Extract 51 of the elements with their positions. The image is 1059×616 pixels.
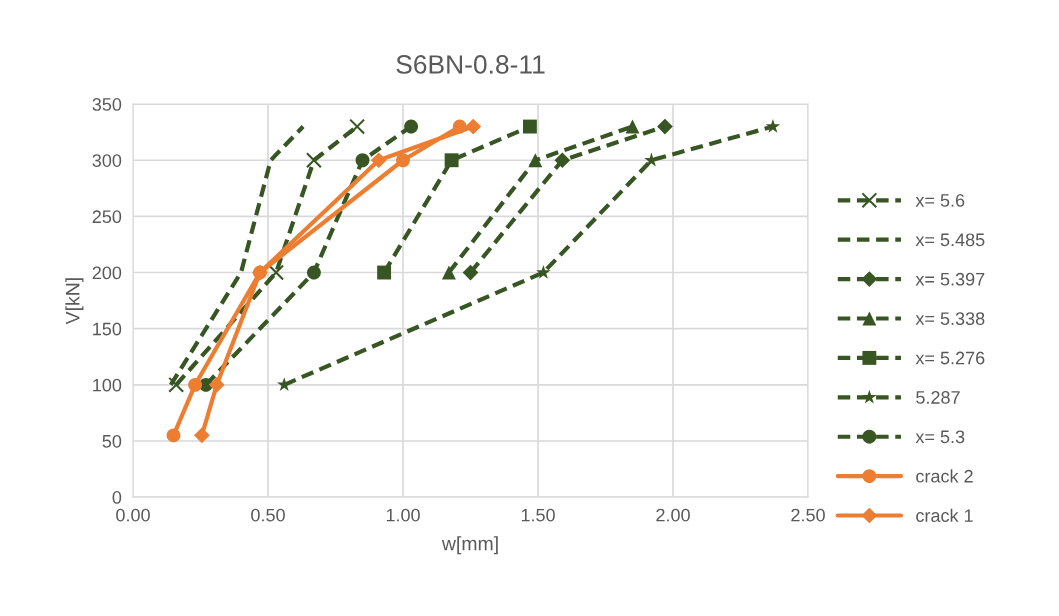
x-tick-label: 0.00 bbox=[116, 508, 150, 522]
point bbox=[444, 153, 459, 168]
chart-title: S6BN-0.8-11 bbox=[396, 55, 545, 74]
point bbox=[528, 153, 543, 168]
point bbox=[536, 264, 551, 279]
point bbox=[166, 428, 181, 443]
x-tick-label: 1.00 bbox=[386, 508, 420, 522]
point bbox=[554, 152, 571, 169]
y-tick-label: 100 bbox=[93, 378, 122, 392]
point bbox=[396, 153, 410, 168]
x-tick-label: 2.50 bbox=[791, 508, 825, 522]
point bbox=[355, 153, 370, 168]
point bbox=[377, 265, 392, 280]
point bbox=[208, 376, 225, 393]
point bbox=[349, 118, 366, 135]
legend-label: crack 1 bbox=[916, 508, 973, 523]
point bbox=[465, 118, 482, 135]
point bbox=[188, 377, 203, 392]
y-tick-label: 0 bbox=[112, 491, 122, 504]
y-tick-label: 150 bbox=[93, 322, 122, 336]
y-tick-label: 300 bbox=[92, 154, 122, 167]
x-tick-label: 2.00 bbox=[656, 508, 690, 522]
point bbox=[306, 265, 321, 280]
y-tick-label: 50 bbox=[102, 434, 122, 448]
y-tick-label: 250 bbox=[92, 210, 122, 224]
x-tick-label: 0.50 bbox=[251, 508, 285, 522]
legend-label: x= 5.6 bbox=[915, 194, 965, 207]
point bbox=[168, 376, 185, 393]
legend-label: x= 5.276 bbox=[915, 351, 985, 365]
point bbox=[625, 119, 640, 134]
point bbox=[657, 118, 673, 135]
y-tick-label: 200 bbox=[92, 266, 122, 280]
legend-label: 5.287 bbox=[916, 391, 960, 404]
point bbox=[370, 152, 387, 169]
legend-label: x= 5.485 bbox=[915, 233, 985, 247]
point bbox=[404, 119, 419, 134]
legend-label: crack 2 bbox=[916, 469, 973, 483]
point bbox=[441, 265, 456, 280]
y-tick-label: 350 bbox=[92, 98, 122, 111]
x-axis-title: w[mm] bbox=[441, 536, 498, 555]
y-axis-title: V[kN] bbox=[65, 278, 84, 325]
legend-label: x= 5.338 bbox=[915, 312, 985, 326]
point bbox=[462, 264, 479, 281]
legend-label: x= 5.3 bbox=[915, 430, 965, 444]
point bbox=[305, 152, 322, 169]
point bbox=[765, 118, 781, 133]
x-tick-label: 1.50 bbox=[521, 508, 555, 522]
legend-label: x= 5.397 bbox=[915, 272, 985, 286]
point bbox=[194, 427, 210, 444]
point bbox=[268, 264, 285, 281]
point bbox=[522, 119, 537, 134]
